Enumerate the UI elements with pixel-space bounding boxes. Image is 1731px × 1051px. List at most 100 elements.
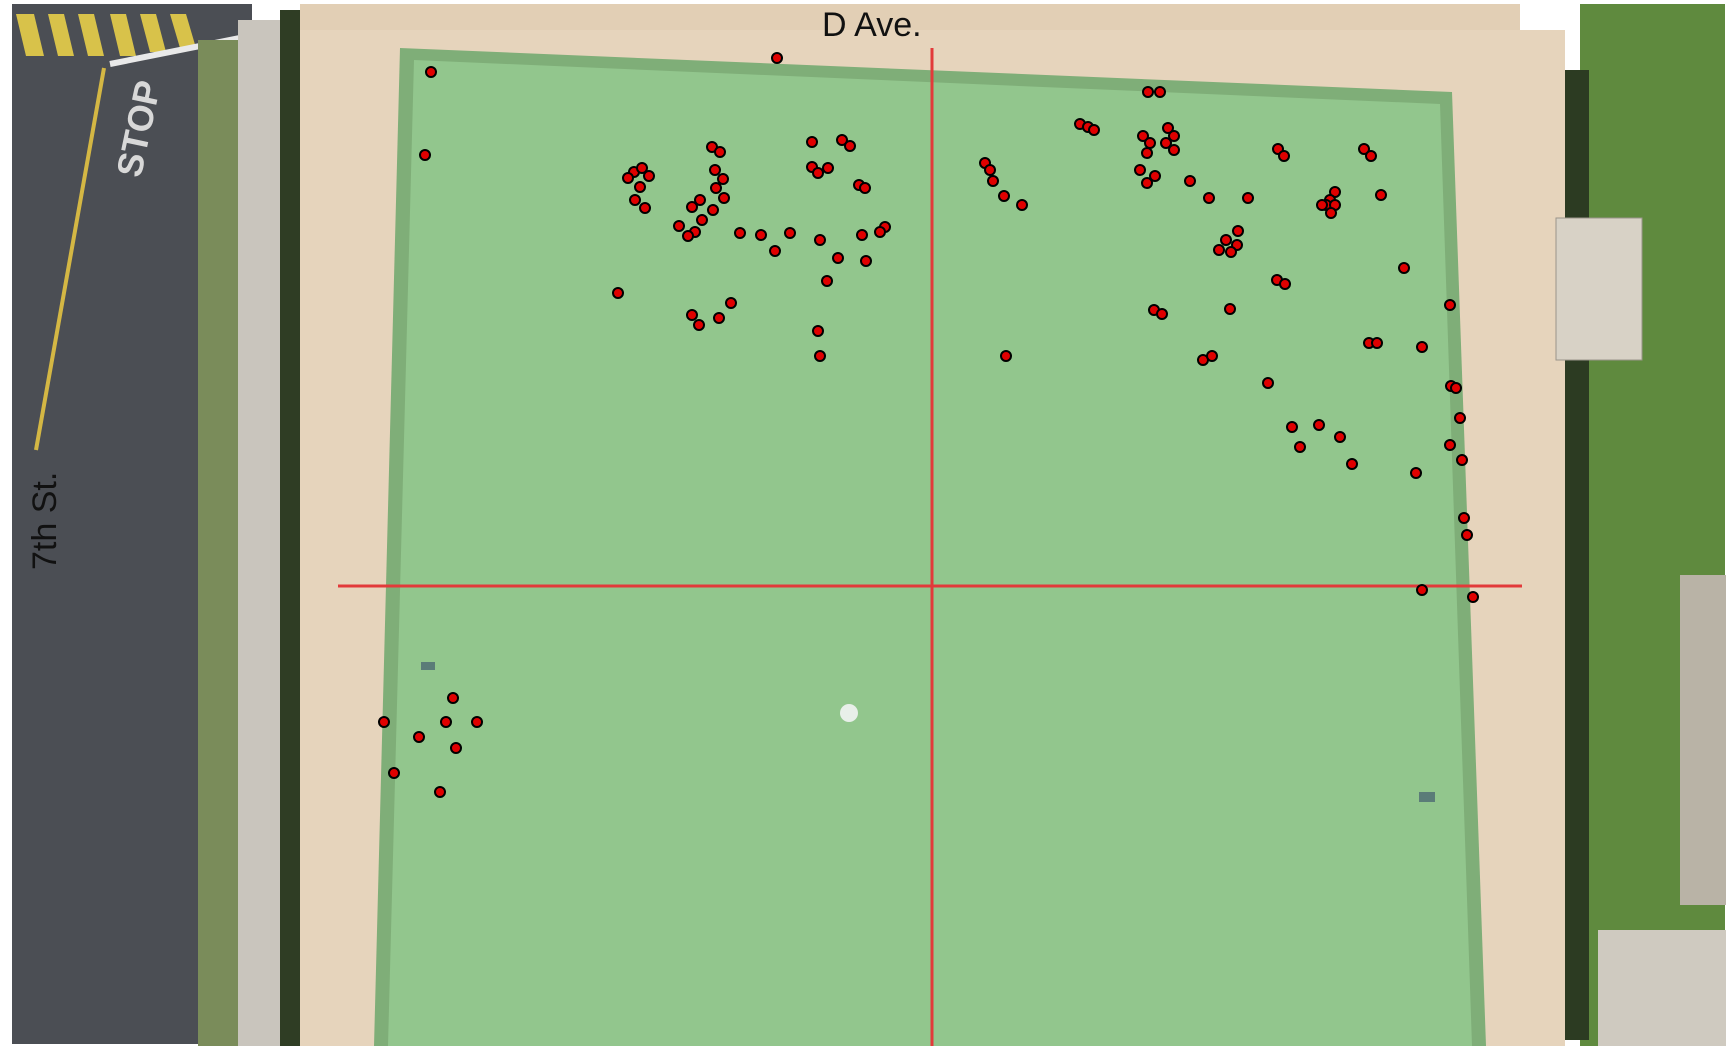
point-marker [755,229,767,241]
crosswalk [16,14,196,56]
building-bottom-right [1598,930,1726,1046]
point-marker [714,146,726,158]
point-marker [984,164,996,176]
point-marker [812,167,824,179]
point-marker [1142,86,1154,98]
point-marker [1325,207,1337,219]
jack-ball [840,704,858,722]
point-marker [1000,350,1012,362]
point-marker [1137,130,1149,142]
point-marker [812,325,824,337]
point-marker [643,170,655,182]
point-marker [1278,150,1290,162]
road-center-line [34,67,106,451]
point-marker [771,52,783,64]
point-marker [1456,454,1468,466]
point-marker [440,716,452,728]
point-marker [1225,246,1237,258]
point-marker [1467,591,1479,603]
point-marker [673,220,685,232]
point-marker [696,214,708,226]
point-marker [1203,192,1215,204]
point-marker [1346,458,1358,470]
point-marker [713,312,725,324]
point-marker [1184,175,1196,187]
point-marker [471,716,483,728]
point-marker [860,255,872,267]
point-marker [1168,144,1180,156]
point-marker [629,194,641,206]
point-marker [1160,137,1172,149]
point-marker [1286,421,1298,433]
shed-right [1555,217,1643,361]
marker-pad [421,662,435,670]
point-marker [707,204,719,216]
point-marker [419,149,431,161]
point-marker [998,190,1010,202]
point-marker [1162,122,1174,134]
point-marker [686,201,698,213]
building-right [1680,575,1726,905]
point-marker [814,234,826,246]
point-marker [634,181,646,193]
point-marker [822,162,834,174]
point-marker [450,742,462,754]
street-label-d-ave: D Ave. [822,6,922,44]
point-markers [378,52,1479,798]
point-marker [1450,382,1462,394]
point-marker [844,140,856,152]
point-marker [874,226,886,238]
point-marker [1375,189,1387,201]
point-marker [1365,150,1377,162]
point-marker [717,173,729,185]
point-marker [636,162,648,174]
point-marker [639,202,651,214]
point-marker [725,297,737,309]
point-marker [1213,244,1225,256]
point-marker [987,175,999,187]
point-marker [1444,439,1456,451]
point-marker [806,136,818,148]
point-marker [378,716,390,728]
point-marker [709,164,721,176]
point-marker [769,245,781,257]
street-label-7th-st: 7th St. [26,471,64,570]
point-marker [1134,164,1146,176]
point-marker [1316,199,1328,211]
point-marker [1444,299,1456,311]
point-marker [1262,377,1274,389]
point-marker [814,350,826,362]
bowling-green [388,60,1472,1046]
point-marker [1334,431,1346,443]
point-marker [1224,303,1236,315]
point-marker [1088,124,1100,136]
point-marker [1458,512,1470,524]
point-marker [1461,529,1473,541]
point-marker [856,229,868,241]
point-marker [413,731,425,743]
point-marker [710,182,722,194]
point-marker [1410,467,1422,479]
point-marker [1454,412,1466,424]
point-marker [1156,308,1168,320]
point-marker [682,230,694,242]
point-marker [1279,278,1291,290]
point-marker [832,252,844,264]
point-marker [1294,441,1306,453]
point-marker [836,134,848,146]
sidewalk-left [238,20,284,1046]
point-marker [821,275,833,287]
point-marker [859,182,871,194]
point-marker [1141,147,1153,159]
point-marker [1168,130,1180,142]
point-marker [694,194,706,206]
point-marker [425,66,437,78]
point-marker [612,287,624,299]
point-marker [434,786,446,798]
point-marker [1016,199,1028,211]
point-marker [1416,584,1428,596]
point-marker [1141,177,1153,189]
point-marker [388,767,400,779]
